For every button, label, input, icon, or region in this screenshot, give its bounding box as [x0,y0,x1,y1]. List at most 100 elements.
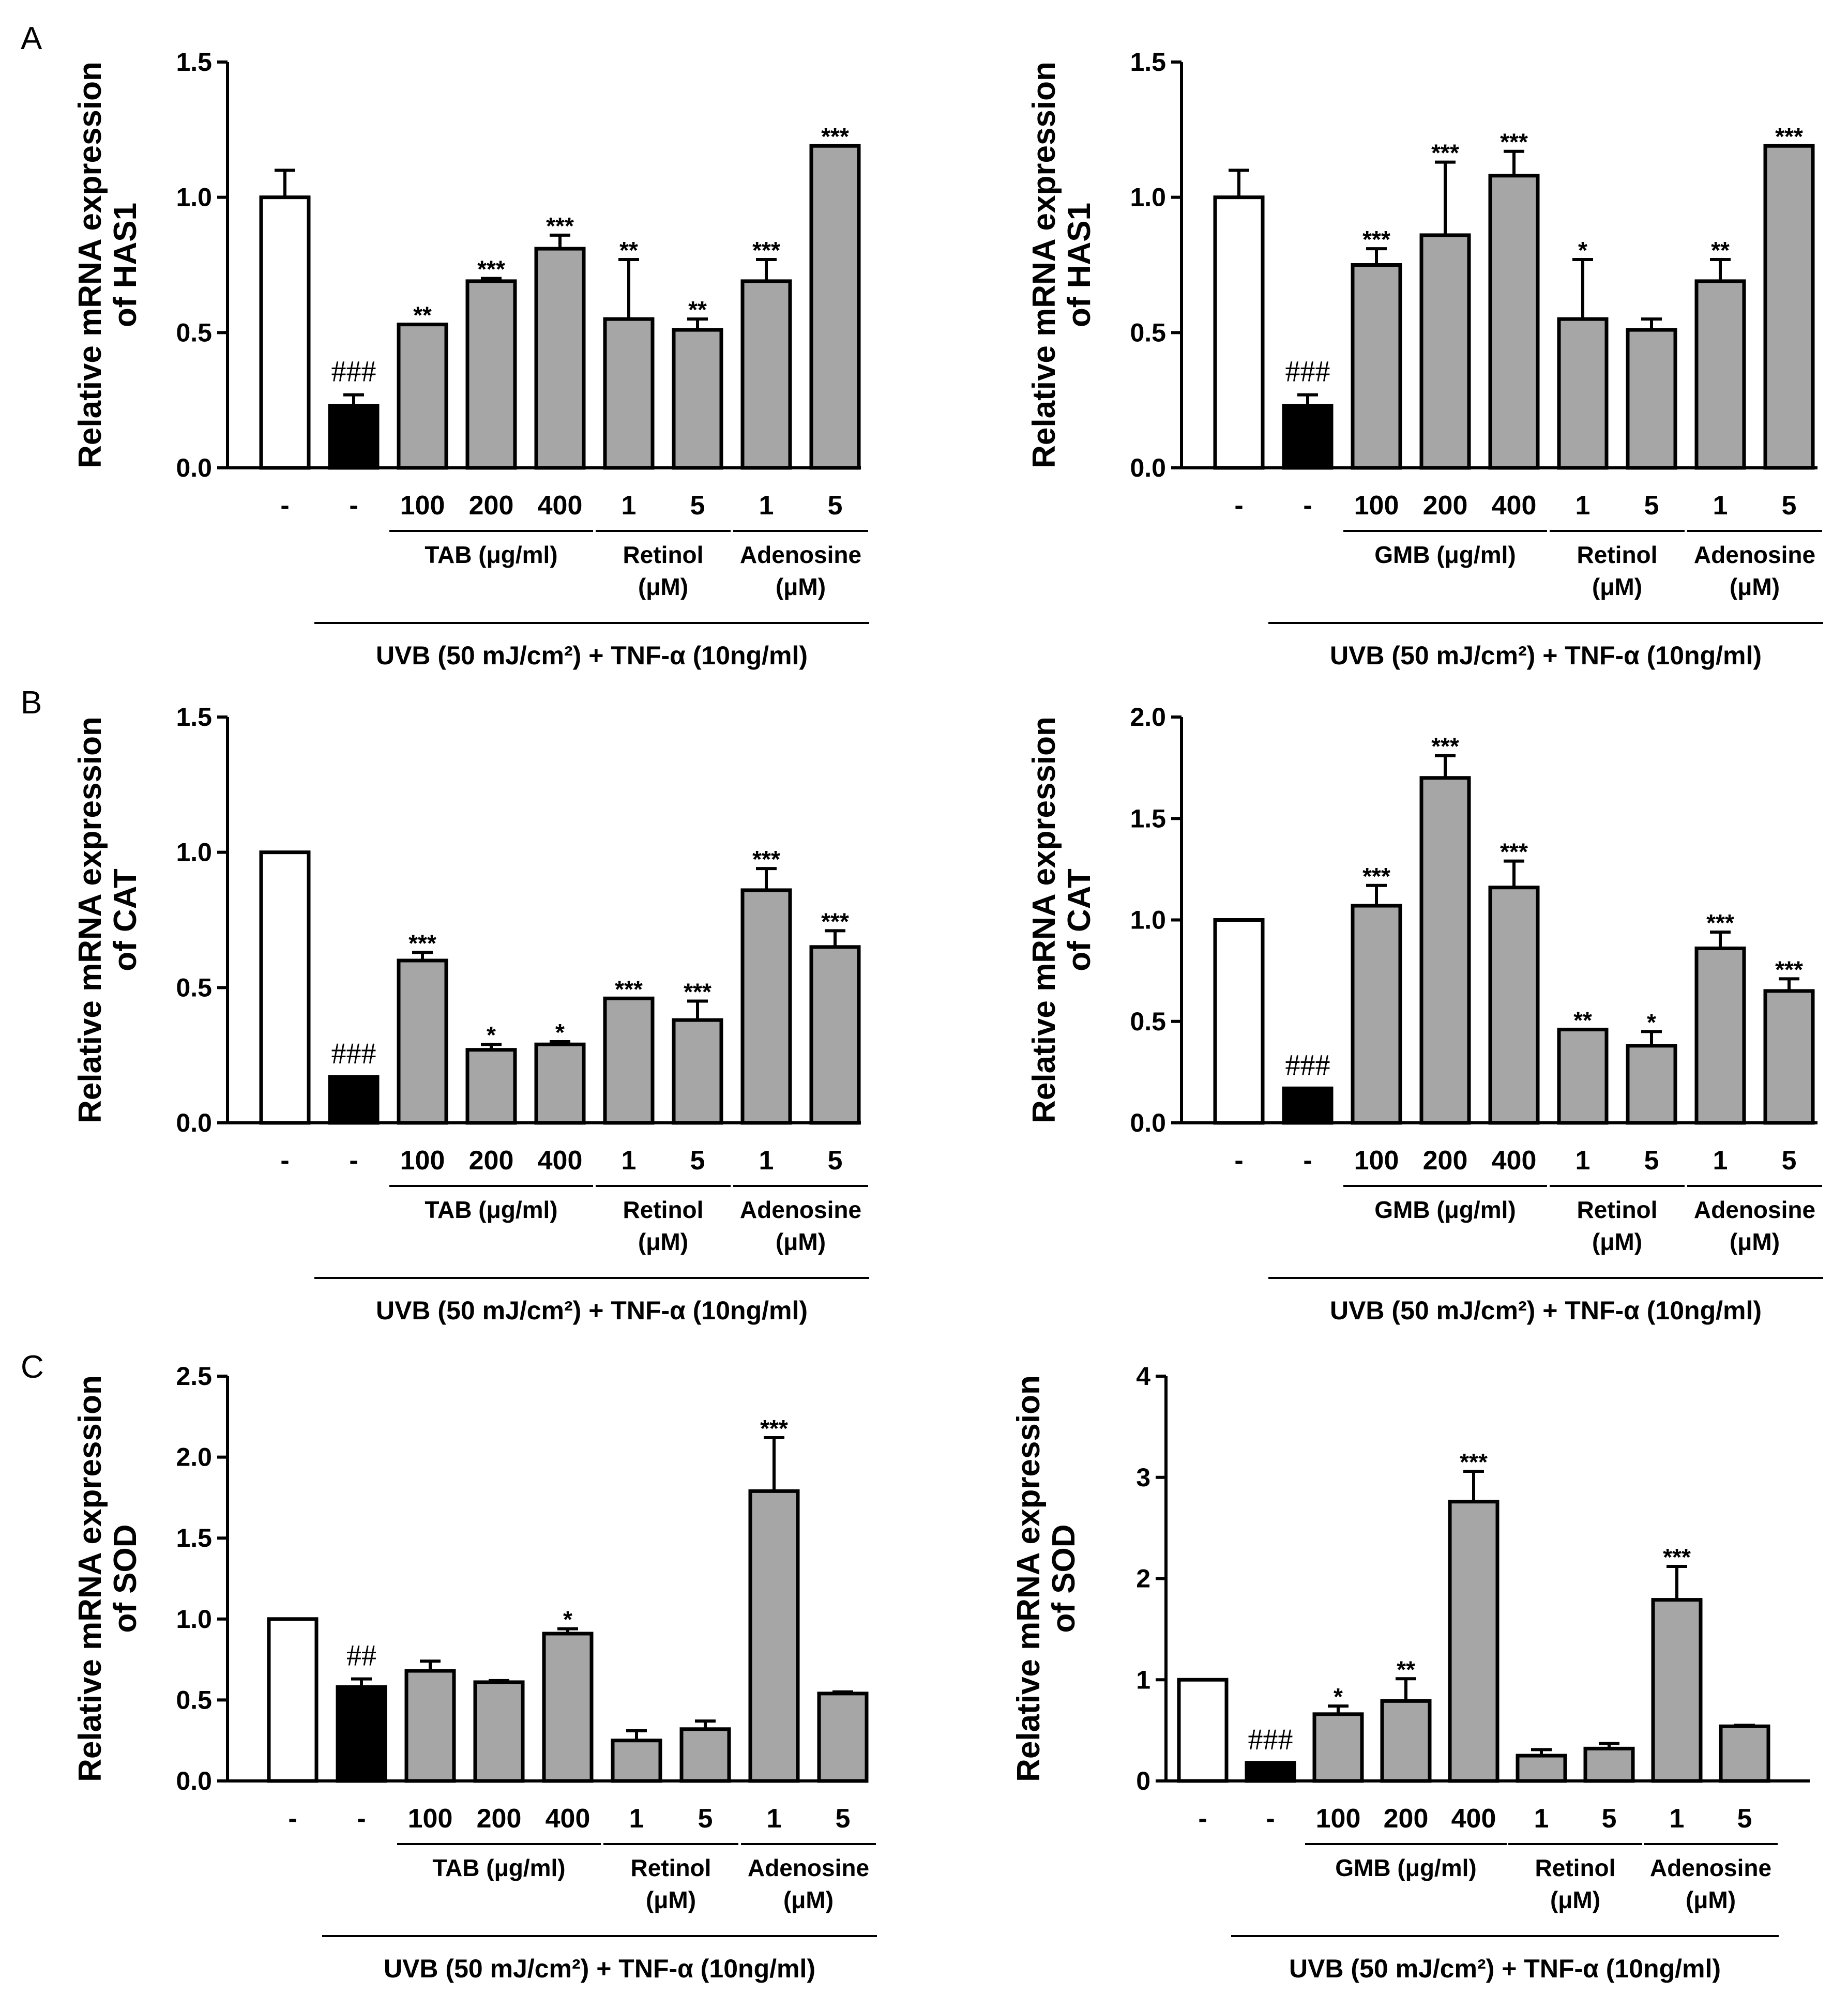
bar [1516,1754,1567,1783]
significance-label: *** [752,846,780,873]
y-tick-label: 3 [1136,1463,1150,1492]
y-tick-label: 1.0 [1130,906,1166,935]
category-label: 100 [400,491,445,521]
group-label-adenosine: (μM) [1686,1886,1736,1913]
y-tick-label: 1.0 [1130,183,1166,212]
bar [603,317,655,470]
y-tick-label: 1.5 [1130,48,1166,77]
bar [740,888,792,1125]
group-label-adenosine: Adenosine [1694,1196,1815,1223]
bar [259,850,311,1125]
y-tick-label: 0.5 [1130,318,1166,347]
y-tick-label: 2.0 [1130,703,1166,732]
group-label-adenosine: Adenosine [740,541,861,568]
y-axis-label-line: Relative mRNA expression [1011,1375,1047,1782]
y-axis-label-line: of HAS1 [1062,203,1097,327]
chart-b-right: Relative mRNA expressionof CAT 0.0 0.5 1.0 1… [1026,703,1823,1325]
y-tick-label: 0.0 [1130,1108,1166,1137]
bar [1282,1086,1334,1125]
category-label: 5 [1737,1804,1752,1834]
group-label-retinol: Retinol [623,1196,704,1223]
significance-label: ** [1573,1007,1592,1033]
group-label-adenosine: (μM) [776,1228,826,1255]
category-label: 400 [1492,491,1537,521]
y-axis-label-line: of SOD [108,1524,143,1633]
group-label-extract: GMB (μg/ml) [1374,1196,1516,1223]
y-tick-label: 1.0 [176,183,212,212]
bar [259,195,311,470]
bar [1213,918,1265,1125]
chart-c-left: Relative mRNA expressionof SOD 0.0 0.5 1.0 1… [72,1362,877,1983]
y-tick-label: 0.0 [176,453,212,482]
bar [1694,946,1746,1125]
category-label: - [349,1146,358,1176]
bar [1557,1027,1609,1125]
chart-c-right: Relative mRNA expressionof SOD 0 1 2 3 4 - ### -… [1011,1362,1810,1983]
y-tick-label: 0 [1136,1766,1150,1795]
category-label: - [288,1804,297,1834]
group-label-adenosine: (μM) [1730,1228,1780,1255]
bar [1448,1500,1499,1783]
category-label: 5 [698,1804,713,1834]
category-label: 200 [1384,1804,1429,1834]
bar [397,323,448,470]
charts-container: Relative mRNA expressionof HAS10.00.51.0… [72,48,1823,1983]
bar [679,1727,731,1783]
bar [1488,886,1540,1125]
category-label: 1 [759,491,774,521]
chart-a-left: Relative mRNA expressionof HAS1 0.0 0.5 1.0… [72,48,869,670]
significance-label: ** [619,237,638,264]
uvb-label: UVB (50 mJ/cm²) + TNF-α (10ng/ml) [1330,1296,1762,1325]
y-axis-label: Relative mRNA expressionof SOD [1011,1375,1082,1782]
group-label-retinol: (μM) [638,573,688,600]
category-label: 1 [759,1146,774,1176]
y-tick-label: 2.5 [176,1362,212,1391]
category-label: - [280,491,289,521]
chart-b-left: Relative mRNA expressionof CAT 0.0 0.5 1.0 1… [72,703,869,1325]
y-tick-label: 0.0 [1130,453,1166,482]
group-label-adenosine: (μM) [1730,573,1780,600]
category-label: 100 [408,1804,453,1834]
category-label: 5 [828,1146,843,1176]
bar [672,1018,723,1125]
category-label: 200 [1423,491,1468,521]
significance-label: *** [1362,863,1390,890]
significance-label: *** [1431,140,1459,166]
bar [1419,233,1471,470]
category-label: 5 [1644,1146,1659,1176]
bar [1419,776,1471,1125]
category-label: - [349,491,358,521]
bar [534,247,586,470]
category-label: 1 [1534,1804,1549,1834]
bar [1245,1761,1296,1783]
y-tick-label: 4 [1136,1362,1150,1391]
category-label: - [280,1146,289,1176]
group-label-retinol: Retinol [1535,1854,1616,1881]
y-tick-label: 0.5 [176,318,212,347]
uvb-label: UVB (50 mJ/cm²) + TNF-α (10ng/ml) [1289,1954,1721,1983]
bar [1380,1699,1432,1783]
significance-label: *** [477,256,505,283]
category-label: 200 [1423,1146,1468,1176]
y-tick-label: 2 [1136,1564,1150,1593]
bar [465,1048,517,1125]
y-axis-label-line: of CAT [108,869,143,971]
y-axis-label: Relative mRNA expressionof HAS1 [72,62,143,468]
category-label: 200 [469,491,514,521]
y-axis-label-line: Relative mRNA expression [72,1375,108,1782]
significance-label: *** [1775,956,1803,983]
category-label: - [1234,491,1243,521]
category-label: 1 [622,1146,637,1176]
bar [611,1739,662,1783]
category-label: 5 [828,491,843,521]
category-label: 5 [1782,491,1797,521]
significance-label: *** [1500,129,1528,156]
uvb-label: UVB (50 mJ/cm²) + TNF-α (10ng/ml) [384,1954,815,1983]
category-label: 200 [477,1804,522,1834]
bar [1213,195,1265,470]
significance-label: * [563,1606,572,1633]
group-label-retinol: Retinol [1577,541,1658,568]
y-axis-label-line: Relative mRNA expression [1026,62,1062,468]
y-tick-label: 1.5 [176,703,212,732]
